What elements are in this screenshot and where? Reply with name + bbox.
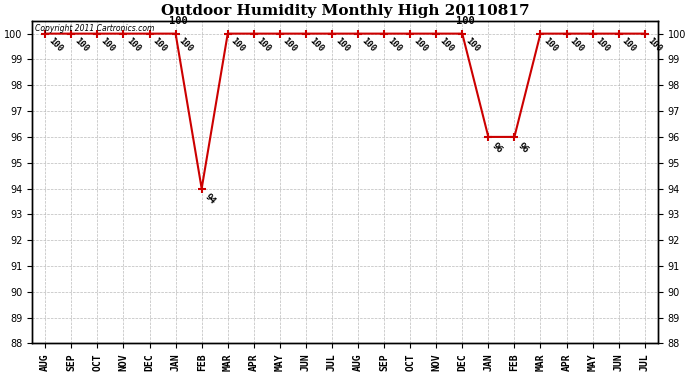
Text: 100: 100 [47, 36, 64, 54]
Text: 100: 100 [229, 36, 247, 54]
Text: Copyright 2011 Cartronics.com: Copyright 2011 Cartronics.com [35, 24, 155, 33]
Text: 100: 100 [411, 36, 429, 54]
Text: 100: 100 [359, 36, 377, 54]
Text: 100: 100 [125, 36, 143, 54]
Text: 100: 100 [542, 36, 560, 54]
Text: 100: 100 [255, 36, 273, 54]
Text: 100: 100 [646, 36, 664, 54]
Text: 100: 100 [464, 36, 482, 54]
Text: 100: 100 [281, 36, 299, 54]
Text: 100: 100 [151, 36, 168, 54]
Text: 100: 100 [620, 36, 638, 54]
Text: 100: 100 [99, 36, 117, 54]
Title: Outdoor Humidity Monthly High 20110817: Outdoor Humidity Monthly High 20110817 [161, 4, 529, 18]
Text: 100: 100 [594, 36, 611, 54]
Text: 100: 100 [386, 36, 403, 54]
Text: 94: 94 [203, 192, 217, 206]
Text: 100: 100 [177, 36, 195, 54]
Text: 100: 100 [169, 16, 188, 26]
Text: 100: 100 [455, 16, 474, 26]
Text: 100: 100 [437, 36, 455, 54]
Text: 100: 100 [72, 36, 90, 54]
Text: 100: 100 [568, 36, 586, 54]
Text: 96: 96 [515, 141, 530, 155]
Text: 96: 96 [490, 141, 504, 155]
Text: 100: 100 [307, 36, 325, 54]
Text: 100: 100 [333, 36, 351, 54]
